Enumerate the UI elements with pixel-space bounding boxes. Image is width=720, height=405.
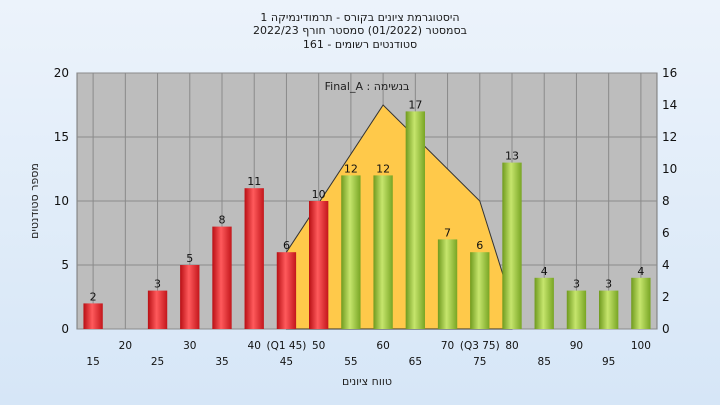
bar-label-25: 3: [154, 278, 161, 291]
bar-label-50: 10: [312, 188, 326, 201]
y-right-tick-label: 12: [662, 130, 677, 144]
x-tick-label-upper: (Q3 75): [460, 340, 500, 352]
x-tick-label-upper: 90: [570, 340, 583, 352]
x-tick-label-upper: 30: [183, 340, 196, 352]
x-tick-label-lower: 75: [473, 356, 486, 368]
x-tick-label-upper: 80: [505, 340, 518, 352]
bar-label-75: 6: [476, 239, 483, 252]
y-right-tick-label: 14: [662, 98, 677, 112]
x-tick-label-upper: 20: [119, 340, 132, 352]
x-tick-label-lower: 85: [538, 356, 551, 368]
y-right-tick-label: 10: [662, 162, 677, 176]
x-tick-label-upper: 70: [441, 340, 454, 352]
bar-label-95: 3: [605, 278, 612, 291]
bar-label-55: 12: [344, 162, 358, 175]
x-tick-label-lower: 25: [151, 356, 164, 368]
bar-15: [83, 303, 103, 329]
x-tick-label-upper: 50: [312, 340, 325, 352]
x-tick-label-upper: (Q1 45): [267, 340, 307, 352]
bar-30: [180, 265, 200, 329]
y-axis-label: מספר סטודנטים: [28, 163, 41, 239]
bar-label-30: 5: [186, 252, 193, 265]
bar-35: [212, 226, 232, 329]
bar-label-90: 3: [573, 278, 580, 291]
y-left-tick-label: 10: [54, 194, 69, 208]
chart-title-line-3: סטודנטים רשומים - 161: [302, 38, 418, 51]
x-axis-label: טווח ציונים: [342, 375, 392, 388]
y-right-tick-label: 2: [662, 290, 670, 304]
bar-85: [534, 277, 554, 329]
x-tick-label-upper: 100: [631, 340, 651, 352]
bar-70: [437, 239, 458, 329]
bar-65: [405, 111, 425, 330]
bar-40: [244, 188, 264, 329]
x-tick-label-lower: 15: [86, 356, 99, 368]
bar-label-70: 7: [444, 226, 451, 239]
y-axis-right: 0 2 4 6 8 10 12 14 16: [662, 66, 677, 336]
bar-25: [147, 290, 168, 329]
bar-90: [566, 290, 587, 329]
bar-45: [276, 252, 297, 329]
y-right-tick-label: 8: [662, 194, 670, 208]
chart-title-line-2: בסמסטר (01/2022) סמסטר חורף 2022/23: [253, 24, 467, 37]
x-axis: 20 30 40 (Q1 45) 50 60 70 (Q3 75) 80 90 100 15 25 35 4…: [86, 340, 650, 368]
bar-75: [470, 252, 490, 329]
y-right-tick-label: 16: [662, 66, 677, 80]
y-right-tick-label: 4: [662, 258, 670, 272]
x-tick-label-upper: 60: [376, 340, 389, 352]
bar-label-85: 4: [541, 265, 548, 278]
bar-label-100: 4: [637, 265, 644, 278]
bars: [83, 111, 651, 330]
chart-annotation: בנשימה : Final_A: [325, 80, 410, 93]
chart-title-line-1: היסטוגרמת ציונים בקורס - תרמודינמיקה 1: [260, 11, 460, 24]
bar-80: [502, 162, 522, 329]
y-left-tick-label: 15: [54, 130, 69, 144]
y-left-tick-label: 5: [61, 258, 69, 272]
y-axis-left: 0 5 10 15 20: [54, 66, 69, 336]
bar-label-80: 13: [505, 150, 519, 163]
bar-label-40: 11: [247, 175, 261, 188]
bar-label-60: 12: [376, 162, 390, 175]
x-tick-label-lower: 95: [602, 356, 615, 368]
bar-label-45: 6: [283, 239, 290, 252]
x-tick-label-lower: 65: [409, 356, 422, 368]
y-left-tick-label: 0: [61, 322, 69, 336]
bar-50: [309, 201, 329, 329]
bar-60: [373, 175, 393, 329]
x-tick-label-lower: 35: [215, 356, 228, 368]
bar-label-35: 8: [219, 214, 226, 227]
y-left-tick-label: 20: [54, 66, 69, 80]
bar-value-labels: 2 3 5 8 11 6 10 12 12 17 7 6 13 4 3 3 4: [90, 98, 645, 303]
bar-label-65: 17: [408, 98, 422, 111]
y-right-tick-label: 0: [662, 322, 670, 336]
bar-label-15: 2: [90, 290, 97, 303]
bar-55: [341, 175, 361, 329]
y-right-tick-label: 6: [662, 226, 670, 240]
x-tick-label-lower: 55: [344, 356, 357, 368]
x-tick-label-upper: 40: [248, 340, 261, 352]
bar-95: [599, 290, 619, 329]
x-tick-label-lower: 45: [280, 356, 293, 368]
bar-100: [631, 277, 651, 329]
